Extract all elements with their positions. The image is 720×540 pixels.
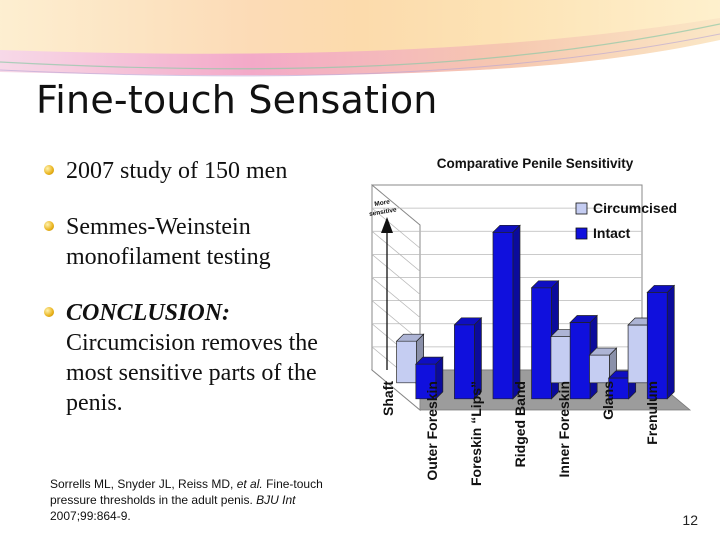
- annotation-line-2: sensitive: [369, 206, 398, 218]
- decorative-banner: [0, 0, 720, 84]
- bullet-item: CONCLUSION: Circumcision removes the mos…: [44, 298, 344, 418]
- slide-title: Fine-touch Sensation: [36, 78, 438, 122]
- sensitivity-chart: Comparative Penile Sensitivity Circumcis…: [367, 156, 692, 486]
- bar-top: [588, 347, 618, 356]
- legend: Circumcised Intact: [575, 200, 677, 241]
- citation-etal: et al.: [236, 477, 263, 491]
- bar: [395, 333, 425, 384]
- bar-front: [492, 231, 514, 400]
- bar-front: [531, 287, 552, 400]
- x-tick-label: Foreskin “Lips”: [468, 381, 484, 486]
- legend-swatch-circumcised: [575, 202, 588, 215]
- legend-label-circumcised: Circumcised: [593, 200, 677, 216]
- citation-authors: Sorrells ML, Snyder JL, Reiss MD,: [50, 477, 237, 491]
- x-tick-label: Frenulum: [644, 381, 660, 445]
- bullet-item: Semmes-Weinstein monofilament testing: [44, 212, 344, 272]
- page-number: 12: [682, 512, 698, 528]
- bar: [415, 356, 444, 400]
- legend-label-intact: Intact: [593, 225, 631, 241]
- x-tick-label: Inner Foreskin: [556, 381, 572, 477]
- citation-journal: BJU Int: [256, 493, 296, 507]
- x-axis-labels: Shaft Outer Foreskin Foreskin “Lips” Ridged…: [380, 381, 660, 486]
- chart-title: Comparative Penile Sensitivity: [437, 156, 634, 171]
- bullet-item: 2007 study of 150 men: [44, 156, 344, 186]
- bar-top: [492, 224, 521, 233]
- x-tick-label: Outer Foreskin: [424, 381, 440, 481]
- gridline: [371, 207, 421, 249]
- conclusion-label: CONCLUSION:: [66, 300, 231, 326]
- x-tick-label: Shaft: [380, 381, 396, 416]
- bar-top: [569, 315, 598, 323]
- bar-top: [646, 285, 676, 293]
- bar-top: [530, 280, 560, 289]
- gridline: [371, 277, 421, 318]
- sensitivity-arrowhead: [381, 217, 393, 233]
- x-tick-label: Ridged Band: [512, 381, 528, 467]
- bullet-list: 2007 study of 150 men Semmes-Weinstein m…: [44, 156, 344, 418]
- citation-title: Fine-touch pressure thresholds in the ad…: [50, 477, 323, 507]
- annotation-line-1: More: [374, 198, 391, 208]
- gridline: [371, 254, 421, 295]
- bullet-icon: [44, 165, 54, 175]
- bar: [492, 224, 521, 400]
- bullet-icon: [44, 221, 54, 231]
- bar-top: [415, 356, 444, 365]
- bullet-icon: [44, 307, 54, 317]
- bar-side: [512, 224, 521, 400]
- annotation-text: More sensitive: [367, 197, 398, 218]
- bar-front: [569, 322, 591, 400]
- bar-front: [396, 340, 417, 384]
- bar: [646, 284, 676, 400]
- legend-swatch-intact: [575, 227, 588, 240]
- bar-front: [627, 324, 649, 384]
- bar-top: [453, 317, 483, 326]
- bar-front: [550, 336, 572, 384]
- bar: [453, 316, 483, 400]
- bar-side: [666, 284, 675, 400]
- bullet-text: 2007 study of 150 men: [66, 158, 288, 184]
- gridline: [371, 230, 421, 272]
- bar-top: [395, 333, 425, 342]
- sensitivity-annotation: More sensitive: [367, 197, 398, 370]
- chart-bars: [395, 224, 676, 400]
- citation: Sorrells ML, Snyder JL, Reiss MD, et al.…: [50, 476, 350, 524]
- bullet-text: Semmes-Weinstein monofilament testing: [66, 214, 271, 270]
- bar: [588, 347, 618, 384]
- bar-front: [589, 354, 610, 384]
- citation-ref: 2007;99:864-9.: [50, 509, 131, 523]
- x-tick-label: Glans: [600, 381, 616, 420]
- conclusion-text: Circumcision removes the most sensitive …: [66, 330, 318, 416]
